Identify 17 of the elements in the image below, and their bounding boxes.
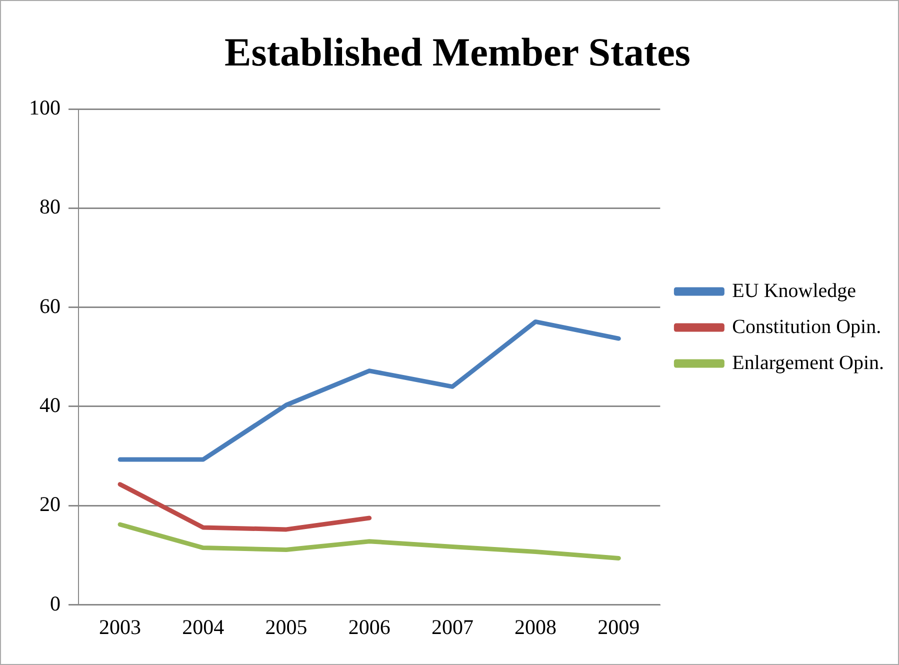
chart-title: Established Member States [224, 29, 690, 74]
legend-label: Constitution Opin. [732, 316, 882, 338]
x-tick-label: 2008 [514, 614, 557, 639]
y-tick-label: 100 [29, 96, 60, 120]
x-tick-label: 2003 [99, 614, 142, 639]
y-tick-label: 20 [40, 492, 60, 516]
x-tick-label: 2007 [431, 614, 474, 639]
x-tick-label: 2004 [182, 614, 225, 639]
legend-label: Enlargement Opin. [732, 352, 884, 374]
legend-label: EU Knowledge [732, 280, 856, 302]
x-tick-label: 2006 [348, 614, 390, 639]
x-tick-label: 2009 [598, 614, 640, 639]
x-tick-label: 2005 [265, 614, 308, 639]
y-tick-label: 0 [50, 591, 60, 616]
y-tick-label: 80 [40, 194, 60, 219]
y-tick-label: 40 [40, 392, 60, 417]
y-tick-label: 60 [40, 294, 60, 318]
